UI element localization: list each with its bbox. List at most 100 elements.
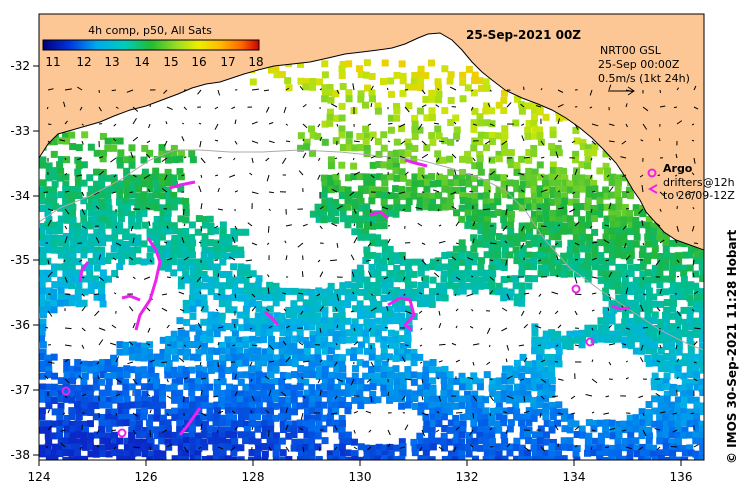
sst-pixel — [171, 156, 179, 164]
sst-pixel — [578, 258, 586, 266]
sst-pixel — [260, 311, 268, 319]
sst-pixel — [356, 264, 364, 272]
sst-pixel — [398, 269, 406, 277]
sst-pixel — [620, 252, 628, 260]
sst-pixel — [681, 426, 689, 434]
sst-pixel — [171, 438, 179, 446]
sst-pixel — [278, 437, 286, 445]
sst-pixel — [686, 306, 694, 314]
sst-pixel — [374, 288, 382, 296]
sst-pixel — [662, 413, 670, 421]
sst-pixel — [398, 149, 406, 157]
sst-pixel — [416, 287, 424, 295]
sst-pixel — [87, 216, 95, 224]
current-vector — [608, 271, 613, 278]
sst-pixel — [87, 360, 95, 368]
sst-pixel — [471, 455, 479, 460]
sst-pixel — [303, 138, 311, 146]
sst-pixel — [692, 245, 700, 253]
sst-pixel — [608, 300, 616, 308]
current-vector — [319, 206, 324, 210]
sst-pixel — [68, 233, 76, 241]
current-vector — [353, 327, 356, 332]
sst-pixel — [314, 443, 322, 451]
sst-pixel — [645, 293, 653, 301]
sst-pixel — [470, 372, 478, 380]
current-vector — [467, 257, 474, 261]
current-vector — [625, 103, 628, 108]
sst-pixel — [687, 330, 695, 338]
sst-pixel — [231, 281, 239, 289]
sst-pixel — [531, 107, 539, 115]
sst-pixel — [375, 215, 383, 223]
sst-pixel — [147, 377, 155, 385]
sst-pixel — [45, 438, 53, 446]
sst-pixel — [110, 144, 118, 152]
sst-pixel — [237, 431, 245, 439]
sst-pixel — [194, 294, 202, 302]
sst-pixel — [122, 378, 130, 386]
sst-pixel — [524, 366, 532, 374]
sst-pixel — [188, 366, 196, 374]
sst-pixel — [213, 263, 221, 271]
sst-pixel — [123, 395, 131, 403]
current-vector — [674, 239, 678, 244]
sst-pixel — [363, 203, 371, 211]
current-vector — [251, 293, 256, 298]
current-vector — [335, 342, 338, 346]
sst-pixel — [386, 336, 394, 344]
sst-pixel — [429, 366, 437, 374]
sst-pixel — [98, 191, 106, 199]
sst-pixel — [441, 65, 449, 73]
sst-pixel — [645, 287, 653, 295]
current-vector — [217, 326, 223, 329]
sst-pixel — [195, 330, 203, 338]
sst-pixel — [230, 228, 238, 236]
sst-pixel — [459, 426, 467, 434]
sst-pixel — [663, 365, 671, 373]
sst-pixel — [693, 413, 701, 421]
sst-pixel — [686, 389, 694, 397]
sst-pixel — [536, 360, 544, 368]
sst-pixel — [464, 258, 472, 266]
sst-pixel — [441, 407, 449, 415]
sst-pixel — [98, 221, 106, 229]
sst-pixel — [398, 305, 406, 313]
current-vector — [285, 424, 289, 431]
sst-pixel — [608, 179, 616, 187]
sst-pixel — [674, 288, 682, 296]
sst-pixel — [231, 444, 239, 452]
sst-pixel — [128, 401, 136, 409]
sst-pixel — [500, 294, 508, 302]
sst-pixel — [536, 450, 544, 458]
sst-pixel — [62, 449, 70, 457]
sst-pixel — [603, 335, 611, 343]
sst-pixel — [662, 431, 670, 439]
sst-pixel — [351, 198, 359, 206]
sst-pixel — [536, 431, 544, 439]
current-vector — [132, 276, 136, 280]
sst-pixel — [447, 119, 455, 127]
current-vector — [349, 191, 355, 196]
sst-pixel — [356, 65, 364, 73]
current-vector — [486, 327, 491, 335]
sst-pixel — [585, 270, 593, 278]
current-vector — [267, 287, 270, 295]
sst-pixel — [357, 384, 365, 392]
sst-pixel — [170, 366, 178, 374]
sst-pixel — [290, 348, 298, 356]
sst-pixel — [620, 263, 628, 271]
sst-pixel — [291, 420, 299, 428]
sst-pixel — [411, 449, 419, 457]
current-vector — [115, 393, 121, 397]
sst-pixel — [452, 395, 460, 403]
sst-pixel — [686, 264, 694, 272]
sst-pixel — [188, 419, 196, 427]
sst-pixel — [566, 413, 574, 421]
sst-pixel — [447, 179, 455, 187]
sst-pixel — [693, 383, 701, 391]
sst-pixel — [693, 371, 701, 379]
sst-pixel — [578, 216, 586, 224]
current-vector — [336, 205, 343, 210]
sst-pixel — [429, 407, 437, 415]
